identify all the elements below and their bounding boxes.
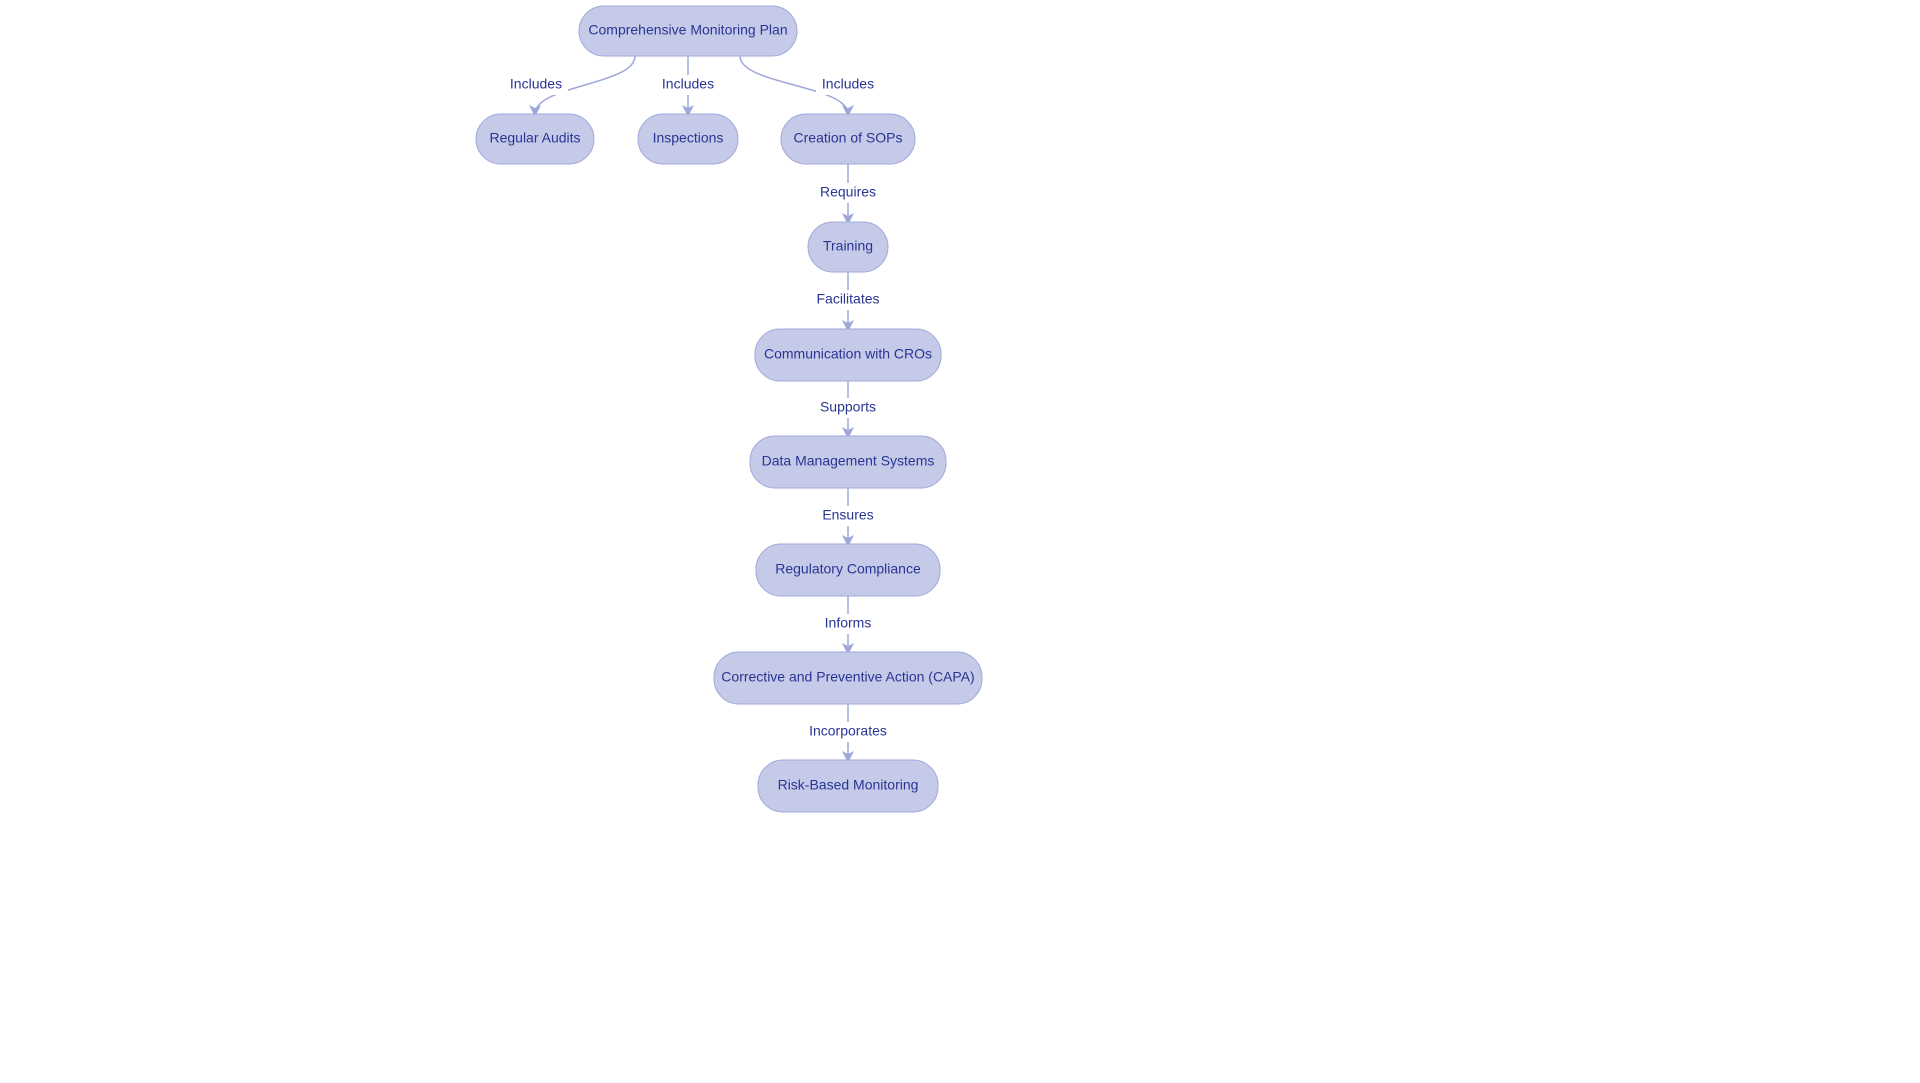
node-root: Comprehensive Monitoring Plan: [579, 6, 797, 56]
edge-label: Facilitates: [816, 291, 879, 307]
node-capa: Corrective and Preventive Action (CAPA): [714, 652, 982, 704]
node-label: Inspections: [653, 130, 724, 146]
node-audits: Regular Audits: [476, 114, 594, 164]
edge-label: Informs: [825, 615, 872, 631]
node-data: Data Management Systems: [750, 436, 946, 488]
node-label: Communication with CROs: [764, 346, 932, 362]
nodes-group: Comprehensive Monitoring Plan Regular Aud…: [476, 6, 982, 812]
node-label: Data Management Systems: [762, 453, 935, 469]
node-sops: Creation of SOPs: [781, 114, 915, 164]
node-label: Training: [823, 238, 873, 254]
node-label: Creation of SOPs: [794, 130, 903, 146]
node-label: Corrective and Preventive Action (CAPA): [721, 669, 974, 685]
node-label: Regular Audits: [489, 130, 580, 146]
edge-label: Includes: [662, 76, 714, 92]
edge-label: Includes: [822, 76, 874, 92]
node-train: Training: [808, 222, 888, 272]
edge-label: Incorporates: [809, 723, 887, 739]
node-insp: Inspections: [638, 114, 738, 164]
node-label: Regulatory Compliance: [775, 561, 921, 577]
node-cros: Communication with CROs: [755, 329, 941, 381]
node-reg: Regulatory Compliance: [756, 544, 940, 596]
node-label: Comprehensive Monitoring Plan: [588, 22, 787, 38]
node-risk: Risk-Based Monitoring: [758, 760, 938, 812]
edge-label: Ensures: [822, 507, 873, 523]
flowchart-canvas: Includes Includes Includes Requires Facilita…: [0, 0, 1920, 1083]
node-label: Risk-Based Monitoring: [778, 777, 919, 793]
edge-label: Requires: [820, 184, 876, 200]
edge-label: Supports: [820, 399, 876, 415]
edge-label: Includes: [510, 76, 562, 92]
